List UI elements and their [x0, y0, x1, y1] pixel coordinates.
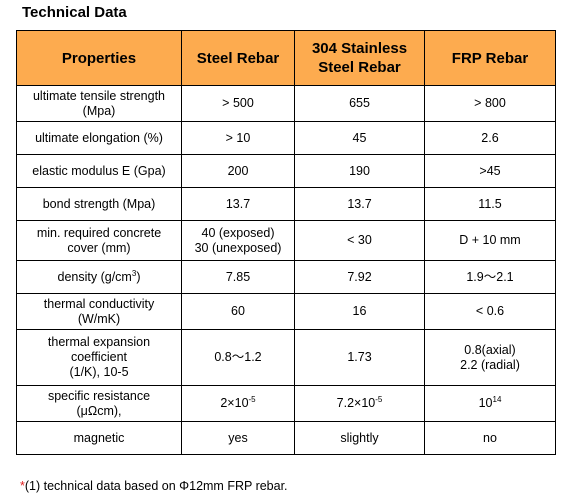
frp-value: > 800	[424, 85, 556, 122]
property-label: ultimate tensile strength	[32, 88, 165, 103]
frp-value: 0.8(axial) 2.2 (radial)	[424, 329, 556, 386]
table-row: magnetic yes slightly no	[16, 421, 556, 455]
table-row: elastic modulus E (Gpa) 200 190 >45	[16, 154, 556, 188]
steel-value: 200	[181, 154, 295, 188]
frp-value: 1014	[424, 385, 556, 422]
stainless-value: 7.2×10-5	[294, 385, 425, 422]
property-label: thermal expansion	[47, 335, 151, 349]
property-cell: min. required concrete cover (mm)	[16, 220, 182, 261]
frp-value: D + 10 mm	[424, 220, 556, 261]
header-properties: Properties	[16, 30, 182, 86]
property-label: ultimate elongation (%)	[16, 121, 182, 155]
stainless-value: 16	[294, 293, 425, 330]
header-steel-rebar: Steel Rebar	[181, 30, 295, 86]
superscript: 3	[131, 268, 137, 278]
property-label: density (g/cm	[57, 269, 132, 284]
table-row: thermal expansion coefficient (1/K), 10-…	[16, 329, 556, 386]
steel-value-line2: 30 (unexposed)	[194, 240, 282, 255]
steel-value: yes	[181, 421, 295, 455]
header-stainless-rebar: 304 Stainless Steel Rebar	[294, 30, 425, 86]
steel-value-base: 2×10	[220, 396, 249, 410]
property-unit: (1/K), 10-5	[69, 365, 129, 379]
table-row: ultimate tensile strength (Mpa) > 500 65…	[16, 85, 556, 122]
steel-value: 13.7	[181, 187, 295, 221]
property-label: bond strength (Mpa)	[16, 187, 182, 221]
frp-value-base: 10	[478, 396, 493, 410]
table-row: specific resistance (μΩcm), 2×10-5 7.2×1…	[16, 385, 556, 422]
table-header-row: Properties Steel Rebar 304 Stainless Ste…	[16, 30, 556, 86]
steel-value: > 500	[181, 85, 295, 122]
steel-value-line1: 40 (exposed)	[201, 225, 275, 240]
page-title: Technical Data	[22, 4, 127, 21]
frp-value: 11.5	[424, 187, 556, 221]
table-row: ultimate elongation (%) > 10 45 2.6	[16, 121, 556, 155]
table-row: density (g/cm3) 7.85 7.92 1.9～2.1	[16, 260, 556, 294]
stainless-value: 13.7	[294, 187, 425, 221]
technical-data-table: Properties Steel Rebar 304 Stainless Ste…	[16, 30, 556, 455]
property-label: elastic modulus E (Gpa)	[16, 154, 182, 188]
stainless-value-base: 7.2×10	[336, 396, 376, 410]
property-label: min. required concrete	[36, 225, 162, 240]
stainless-value: 7.92	[294, 260, 425, 294]
table-row: bond strength (Mpa) 13.7 13.7 11.5	[16, 187, 556, 221]
table-row: min. required concrete cover (mm) 40 (ex…	[16, 220, 556, 261]
property-label: magnetic	[16, 421, 182, 455]
property-cell: ultimate tensile strength (Mpa)	[16, 85, 182, 122]
property-unit: cover (mm)	[67, 240, 131, 255]
property-unit: (Mpa)	[82, 103, 116, 118]
superscript: -5	[375, 394, 383, 404]
steel-value: 60	[181, 293, 295, 330]
frp-value-line1: 0.8(axial)	[464, 342, 516, 357]
property-unit: (μΩcm),	[76, 403, 122, 418]
footnote: *(1) technical data based on Φ12mm FRP r…	[20, 479, 288, 494]
table-row: thermal conductivity (W/mK) 60 16 < 0.6	[16, 293, 556, 330]
property-unit: (W/mK)	[77, 311, 121, 326]
stainless-value: 45	[294, 121, 425, 155]
property-label-end: )	[136, 269, 141, 284]
property-label: thermal conductivity	[43, 296, 155, 311]
footnote-asterisk: *	[20, 479, 25, 493]
stainless-value: < 30	[294, 220, 425, 261]
superscript: -5	[248, 394, 256, 404]
frp-value: no	[424, 421, 556, 455]
property-cell: density (g/cm3)	[16, 260, 182, 294]
property-cell: specific resistance (μΩcm),	[16, 385, 182, 422]
header-frp-rebar: FRP Rebar	[424, 30, 556, 86]
frp-value: >45	[424, 154, 556, 188]
property-cell: thermal expansion coefficient (1/K), 10-…	[16, 329, 182, 386]
stainless-value: 190	[294, 154, 425, 188]
frp-value: 2.6	[424, 121, 556, 155]
property-label-line2: coefficient	[70, 350, 128, 364]
frp-value-line2: 2.2 (radial)	[460, 357, 520, 372]
stainless-value: 1.73	[294, 329, 425, 386]
property-cell: thermal conductivity (W/mK)	[16, 293, 182, 330]
property-label: specific resistance	[47, 388, 151, 403]
steel-value: 0.8～1.2	[181, 329, 295, 386]
steel-value: > 10	[181, 121, 295, 155]
frp-value: 1.9～2.1	[424, 260, 556, 294]
frp-value: < 0.6	[424, 293, 556, 330]
header-stainless-line1: 304 Stainless	[311, 40, 408, 57]
steel-value: 2×10-5	[181, 385, 295, 422]
footnote-text: (1) technical data based on Φ12mm FRP re…	[24, 479, 288, 493]
steel-value: 40 (exposed) 30 (unexposed)	[181, 220, 295, 261]
header-stainless-line2: Steel Rebar	[318, 59, 401, 76]
stainless-value: slightly	[294, 421, 425, 455]
superscript: 14	[492, 394, 502, 404]
steel-value: 7.85	[181, 260, 295, 294]
stainless-value: 655	[294, 85, 425, 122]
